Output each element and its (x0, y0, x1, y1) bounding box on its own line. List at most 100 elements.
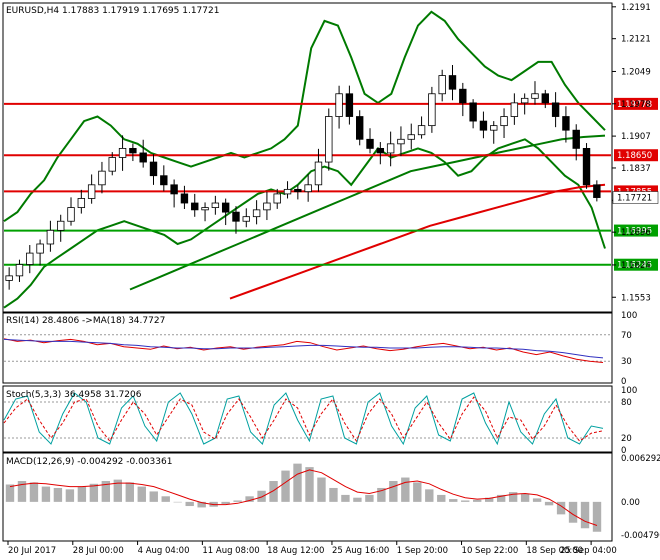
macd-bar (365, 494, 374, 502)
candle-body (232, 211, 240, 222)
candle-body (263, 202, 271, 211)
current-price-box (612, 191, 659, 204)
macd-bar (197, 501, 206, 508)
macd-panel (2, 452, 613, 542)
candle-body (479, 120, 488, 131)
rsi-panel (2, 312, 613, 384)
candle-body (500, 116, 508, 127)
candle-body (283, 188, 292, 195)
candle-body (490, 125, 498, 131)
level-label-bg-3 (614, 224, 658, 237)
candle-body (510, 102, 519, 117)
candle-body (57, 220, 65, 231)
macd-bar (293, 463, 302, 502)
macd-bar (425, 489, 434, 502)
macd-bar (89, 483, 99, 502)
macd-bar (245, 496, 254, 502)
rsi-series-1 (3, 338, 604, 359)
macd-bar (113, 479, 123, 502)
macd-bar (329, 487, 338, 502)
macd-bar (437, 494, 446, 502)
candle-body (149, 161, 158, 177)
candle-body (469, 102, 477, 122)
candle-body (118, 147, 127, 158)
macd-bar (508, 492, 518, 502)
level-label-3: 1.16995 (617, 227, 652, 237)
level-label-bg-0 (614, 97, 658, 110)
rsi-tick-label: 100 (621, 311, 637, 321)
candle-body (407, 134, 415, 140)
price-tick-label: 1.2191 (621, 3, 651, 13)
macd-bar (484, 497, 494, 502)
macd-bar (53, 487, 63, 502)
candle-body (108, 157, 116, 172)
macd-bar (17, 481, 27, 502)
candle-body (77, 198, 86, 208)
x-tick-label: 18 Aug 12:00 (267, 546, 324, 556)
x-tick-label: 25 Aug 16:00 (332, 546, 389, 556)
candle-body (191, 202, 199, 211)
candle-body (98, 170, 106, 186)
candle-body (562, 116, 570, 131)
candle-body (314, 161, 323, 186)
candle-body (551, 102, 560, 117)
stoch-title: Stoch(5,3,3) 36.4958 31.7206 (6, 390, 142, 400)
macd-tick-label: 0.00 (621, 498, 640, 508)
price-title: EURUSD,H4 1.17883 1.17919 1.17695 1.1772… (6, 6, 219, 16)
macd-bar (65, 489, 75, 502)
bollinger-lower-line (3, 138, 606, 309)
candle-body (428, 93, 436, 127)
macd-bar (473, 499, 482, 502)
candle-body (572, 129, 580, 149)
x-tick-label: 18 Sep 00:00 (526, 546, 583, 556)
candle-body (325, 116, 333, 163)
macd-bar (413, 482, 422, 502)
candle-body (211, 202, 220, 208)
price-tick-label: 1.1696 (621, 228, 651, 238)
candle-body (520, 97, 529, 104)
candle-body (160, 175, 168, 186)
candle-body (5, 275, 13, 281)
macd-bar (185, 501, 194, 507)
stoch-main-line (3, 392, 604, 446)
candle-body (376, 147, 385, 154)
macd-bar (173, 501, 182, 503)
macd-bar (125, 482, 134, 502)
macd-bar (353, 497, 362, 502)
rsi-tick-label: 30 (621, 357, 632, 367)
candle-body (345, 93, 354, 117)
macd-bar (568, 501, 578, 523)
candle-body (335, 93, 343, 117)
macd-bar (532, 498, 542, 502)
stoch-tick-label: 100 (621, 386, 637, 396)
macd-bar (449, 499, 458, 502)
ma-green-line (129, 134, 606, 291)
macd-tick-label: -0.004796 (621, 531, 660, 541)
candle-body (129, 147, 137, 154)
candle-body (397, 138, 405, 145)
macd-tick-label: 0.006292 (621, 454, 660, 464)
candle-body (438, 75, 446, 95)
candle-body (582, 147, 591, 186)
candle-body (36, 243, 44, 254)
macd-bar (592, 501, 602, 532)
macd-bar (461, 500, 470, 502)
macd-bar (377, 487, 386, 502)
price-tick-label: 1.2049 (621, 67, 651, 77)
candle-body (448, 75, 457, 90)
candle-body (417, 125, 426, 136)
level-label-bg-1 (614, 149, 658, 162)
candle-body (593, 184, 601, 198)
macd-bar (305, 467, 314, 502)
stoch-panel (2, 385, 613, 453)
rsi-title: RSI(14) 28.4806 ->MA(18) 34.7727 (6, 316, 165, 326)
candle-body (242, 216, 250, 222)
macd-bar (233, 500, 242, 502)
macd-bar (149, 491, 158, 502)
candle-body (67, 207, 75, 222)
macd-bar (341, 494, 350, 502)
price-panel (2, 2, 613, 313)
candle-body (201, 207, 209, 211)
